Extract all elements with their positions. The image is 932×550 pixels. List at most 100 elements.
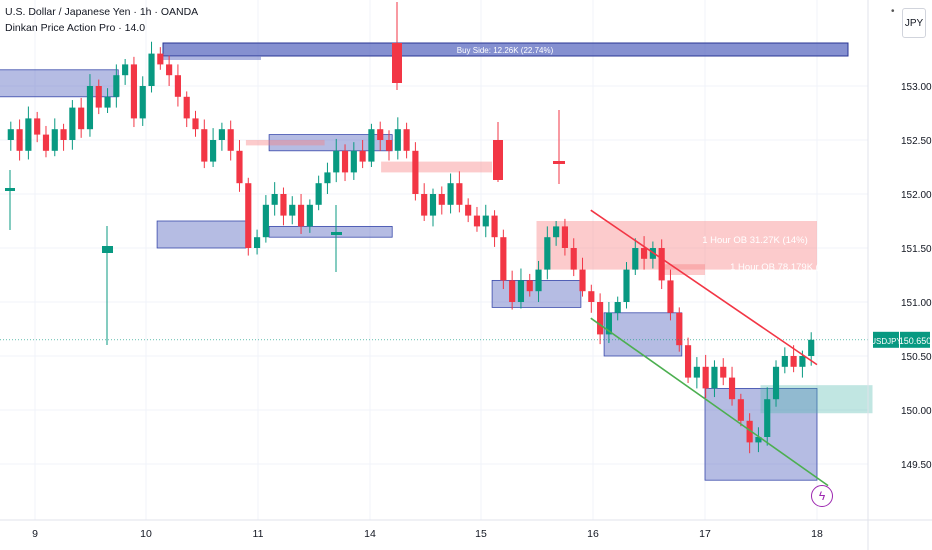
bull-candle (25, 118, 32, 151)
blue-zone (268, 134, 393, 152)
y-tick-label: 150.500 (901, 352, 932, 363)
bull-candle (289, 204, 296, 216)
bear-candle (403, 129, 410, 151)
bull-candle (544, 237, 551, 270)
bear-candle (130, 64, 138, 119)
y-tick-label: 151.500 (901, 244, 932, 255)
bear-candle (526, 280, 533, 292)
zone-layer (0, 42, 873, 481)
bear-candle (561, 226, 569, 248)
bull-candle (69, 107, 76, 140)
x-tick-label: 11 (253, 528, 264, 540)
blue-zone (603, 312, 683, 357)
bull-candle (535, 269, 542, 292)
bear-candle (245, 183, 252, 248)
bull-candle (614, 302, 621, 313)
bull-candle (253, 237, 261, 248)
bull-candle (333, 150, 340, 173)
red-trendline (590, 209, 818, 366)
x-tick-label: 18 (811, 528, 823, 540)
green-trendline (590, 317, 829, 487)
bull-candle (808, 339, 815, 356)
buy-side-bar (162, 42, 849, 57)
order-block-label: 1 Hour OB 31.27K (14%) (702, 235, 808, 246)
bull-candle (306, 204, 313, 227)
bull-candle (7, 129, 14, 140)
bear-candle (597, 302, 604, 335)
bull-candle (271, 194, 278, 205)
bear-candle (702, 366, 709, 389)
bear-candle (297, 204, 305, 227)
bear-candle (157, 53, 164, 65)
bear-candle (236, 150, 243, 184)
chart-title: U.S. Dollar / Japanese Yen · 1h · OANDA (5, 6, 199, 18)
bear-candle (174, 75, 181, 97)
bear-candle (588, 291, 595, 302)
bull-candle (711, 366, 718, 389)
lightning-icon[interactable]: ϟ (811, 485, 833, 507)
bear-candle (658, 248, 665, 281)
bear-candle (34, 118, 41, 135)
bull-candle (324, 172, 331, 184)
blue-zone (156, 220, 247, 249)
y-tick-label: 151.000 (901, 298, 932, 309)
indicator-name[interactable]: Dinkan Price Action Pro · 14.0 (5, 22, 146, 34)
bull-candle (394, 129, 401, 151)
bull-candle (482, 215, 489, 227)
symbol-tag: USDJPY (870, 337, 902, 346)
bear-candle (728, 377, 736, 400)
price-tag-bg (900, 331, 930, 348)
bull-candle (553, 226, 560, 238)
green-zone (760, 385, 873, 414)
buy-side-label: Buy Side: 12.26K (22.74%) (457, 46, 554, 55)
bear-candle (166, 64, 173, 76)
bull-candle (210, 140, 217, 162)
bull-candle (113, 75, 120, 97)
bear-candle (341, 150, 349, 173)
bull-candle (764, 399, 771, 437)
bear-candle (412, 150, 419, 194)
annotation-layer: Buy Side: 12.26K (22.74%) 1 Hour OB 31.27… (457, 46, 931, 348)
x-tick-label: 15 (475, 528, 487, 540)
currency-button[interactable]: JPY (902, 8, 926, 38)
blue-zone (268, 225, 393, 238)
blue-zone (704, 387, 818, 481)
more-icon[interactable]: • (891, 6, 895, 17)
bear-candle (377, 129, 384, 140)
bull-candle (517, 280, 525, 302)
bear-candle (491, 215, 498, 238)
bear-candle (676, 312, 683, 346)
bull-candle (218, 129, 225, 140)
bear-candle (473, 215, 481, 227)
bear-candle (737, 399, 744, 421)
doji-candle (102, 246, 113, 253)
x-tick-label: 17 (699, 528, 711, 540)
symbol-tag-bg (873, 331, 899, 348)
doji-candle (331, 232, 342, 235)
bull-candle (86, 86, 94, 130)
bear-candle (183, 96, 190, 119)
bull-candle (605, 312, 612, 335)
bull-candle (755, 437, 762, 443)
bull-candle (447, 183, 454, 205)
bear-candle (684, 345, 692, 378)
trendline-layer (590, 209, 829, 487)
bull-candle (51, 129, 58, 151)
x-tick-label: 9 (32, 528, 38, 540)
bear-candle (790, 356, 797, 367)
bear-candle (359, 150, 366, 162)
bear-candle (78, 107, 85, 130)
red-zone (536, 221, 817, 270)
chart-grid (0, 0, 868, 520)
order-block-label: 1 Hour OB 78.179K (45% (730, 262, 838, 273)
spike-candle (392, 43, 402, 83)
bull-candle (139, 86, 146, 119)
bear-candle (227, 129, 234, 151)
bull-candle (368, 129, 375, 162)
bear-candle (746, 420, 753, 443)
red-zone (381, 161, 493, 173)
bear-candle (60, 129, 67, 140)
doji-candle (553, 161, 565, 164)
